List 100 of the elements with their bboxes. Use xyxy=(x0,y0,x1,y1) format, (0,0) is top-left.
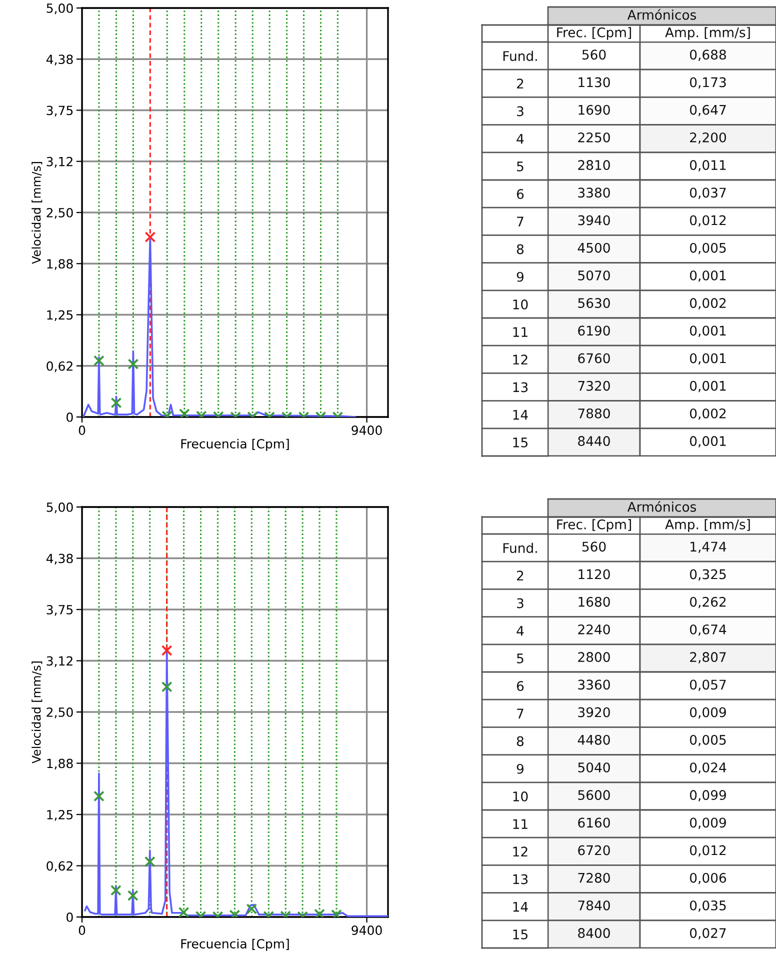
data-label: 8440 xyxy=(578,436,610,446)
y-axis-title: Velocidad [mm/s] xyxy=(32,662,42,764)
data-label: 5070 xyxy=(578,270,610,280)
data-label: 0,009 xyxy=(690,707,726,719)
y-tick-label: 14 xyxy=(513,410,528,420)
y-tick-label: 3,75 xyxy=(46,604,73,616)
data-label: 1680 xyxy=(578,596,610,607)
x-tick-label: Amp. [mm/s] xyxy=(665,519,750,532)
data-label: 6720 xyxy=(578,845,610,856)
data-label: 0,647 xyxy=(690,104,726,116)
x-tick-label: Frec. [Cpm] xyxy=(557,27,631,40)
y-tick-label: 0 xyxy=(66,912,73,922)
data-label: 0,012 xyxy=(690,215,726,227)
data-label: 1130 xyxy=(578,77,610,88)
y-tick-label: 3 xyxy=(517,598,524,608)
data-label: 7320 xyxy=(578,380,610,391)
data-label: 0,688 xyxy=(690,50,726,61)
y-tick-label: 2,50 xyxy=(46,208,73,219)
point xyxy=(144,232,156,243)
y-tick-label: 1,25 xyxy=(47,310,73,321)
point xyxy=(314,908,326,917)
data-label: 5040 xyxy=(578,762,610,772)
data-label: 3360 xyxy=(578,680,610,690)
data-label: 3920 xyxy=(578,707,610,718)
y-axis-title: Velocidad [mm/s] xyxy=(32,162,42,264)
data-label: 0,099 xyxy=(690,790,726,802)
data-label: 0,002 xyxy=(690,298,726,310)
y-tick-label: Fund. xyxy=(503,542,537,553)
y-tick-label: 3,75 xyxy=(46,106,73,116)
y-tick-label: 12 xyxy=(513,846,528,856)
data-label: 7280 xyxy=(578,872,610,883)
point xyxy=(178,408,190,417)
y-tick-label: 4 xyxy=(516,626,524,636)
y-tick-label: 3,12 xyxy=(46,656,72,667)
data-label: 0,057 xyxy=(690,680,726,691)
point xyxy=(93,790,104,802)
data-label: 0,001 xyxy=(690,436,726,448)
y-tick-label: 0,62 xyxy=(46,361,72,372)
y-tick-label: 1,25 xyxy=(47,810,73,821)
y-tick-label: 5,00 xyxy=(46,502,73,514)
data-label: 0,325 xyxy=(690,569,726,581)
y-tick-label: 13 xyxy=(513,874,528,884)
data-label: 0,262 xyxy=(690,596,726,608)
data-label: 0,002 xyxy=(690,408,726,420)
data-label: 0,011 xyxy=(690,160,726,172)
y-tick-label: 3 xyxy=(517,106,524,116)
data-label: 0,012 xyxy=(690,845,726,857)
y-tick-label: Fund. xyxy=(503,50,537,61)
data-label: 5600 xyxy=(578,790,610,800)
data-label: 8400 xyxy=(578,928,610,938)
data-label: 6760 xyxy=(578,353,610,364)
y-tick-label: 1,88 xyxy=(47,259,73,270)
data-label: 0,006 xyxy=(690,872,726,884)
x-axis-title: Frecuencia [Cpm] xyxy=(181,438,289,451)
y-tick-label: 4,38 xyxy=(46,554,73,564)
y-tick-label: 9 xyxy=(516,764,524,774)
data-label: 1690 xyxy=(578,104,610,115)
x-tick-label: Amp. [mm/s] xyxy=(665,27,750,40)
data-label: 1,474 xyxy=(690,542,726,553)
data-label: 4500 xyxy=(578,242,610,253)
data-label: 0,009 xyxy=(690,818,726,829)
data-label: 2250 xyxy=(578,132,610,142)
point xyxy=(161,681,172,692)
point xyxy=(110,884,122,896)
point xyxy=(144,856,156,868)
y-tick-label: 11 xyxy=(513,327,528,337)
data-label: 0,035 xyxy=(690,900,726,912)
x-tick-label: Frec. [Cpm] xyxy=(557,519,631,532)
data-label: 2,200 xyxy=(690,132,726,144)
data-label: 0,001 xyxy=(690,270,726,282)
y-tick-label: 15 xyxy=(513,438,528,448)
y-tick-label: 14 xyxy=(513,902,528,912)
y-tick-label: 4 xyxy=(516,134,524,144)
data-label: 2800 xyxy=(578,652,610,662)
data-label: 0,001 xyxy=(690,326,726,337)
data-label: 0,005 xyxy=(690,734,726,746)
data-label: 560 xyxy=(582,50,606,60)
data-label: 0,173 xyxy=(690,77,726,89)
chart-title: Armónicos xyxy=(627,501,696,512)
y-tick-label: 0 xyxy=(66,412,73,422)
y-tick-label: 5,00 xyxy=(46,3,73,14)
y-tick-label: 3,12 xyxy=(46,156,72,168)
data-label: 2810 xyxy=(578,160,610,170)
data-label: 2,807 xyxy=(690,652,726,664)
y-tick-label: 13 xyxy=(513,382,528,392)
y-tick-label: 12 xyxy=(513,354,528,364)
chart-title: Armónicos xyxy=(627,9,696,20)
y-tick-label: 6 xyxy=(516,681,524,691)
x-tick-label: 9400 xyxy=(352,426,382,436)
y-tick-label: 15 xyxy=(513,930,528,940)
data-label: 1120 xyxy=(578,569,610,580)
data-label: 0,001 xyxy=(690,380,726,392)
point xyxy=(161,645,172,656)
data-label: 0,005 xyxy=(690,242,726,254)
y-tick-label: 2,50 xyxy=(46,707,73,718)
y-tick-label: 6 xyxy=(516,189,524,199)
y-tick-label: 4,38 xyxy=(46,54,73,66)
data-label: 560 xyxy=(582,542,606,552)
data-label: 0,027 xyxy=(690,928,726,940)
data-label: 3380 xyxy=(578,188,610,198)
